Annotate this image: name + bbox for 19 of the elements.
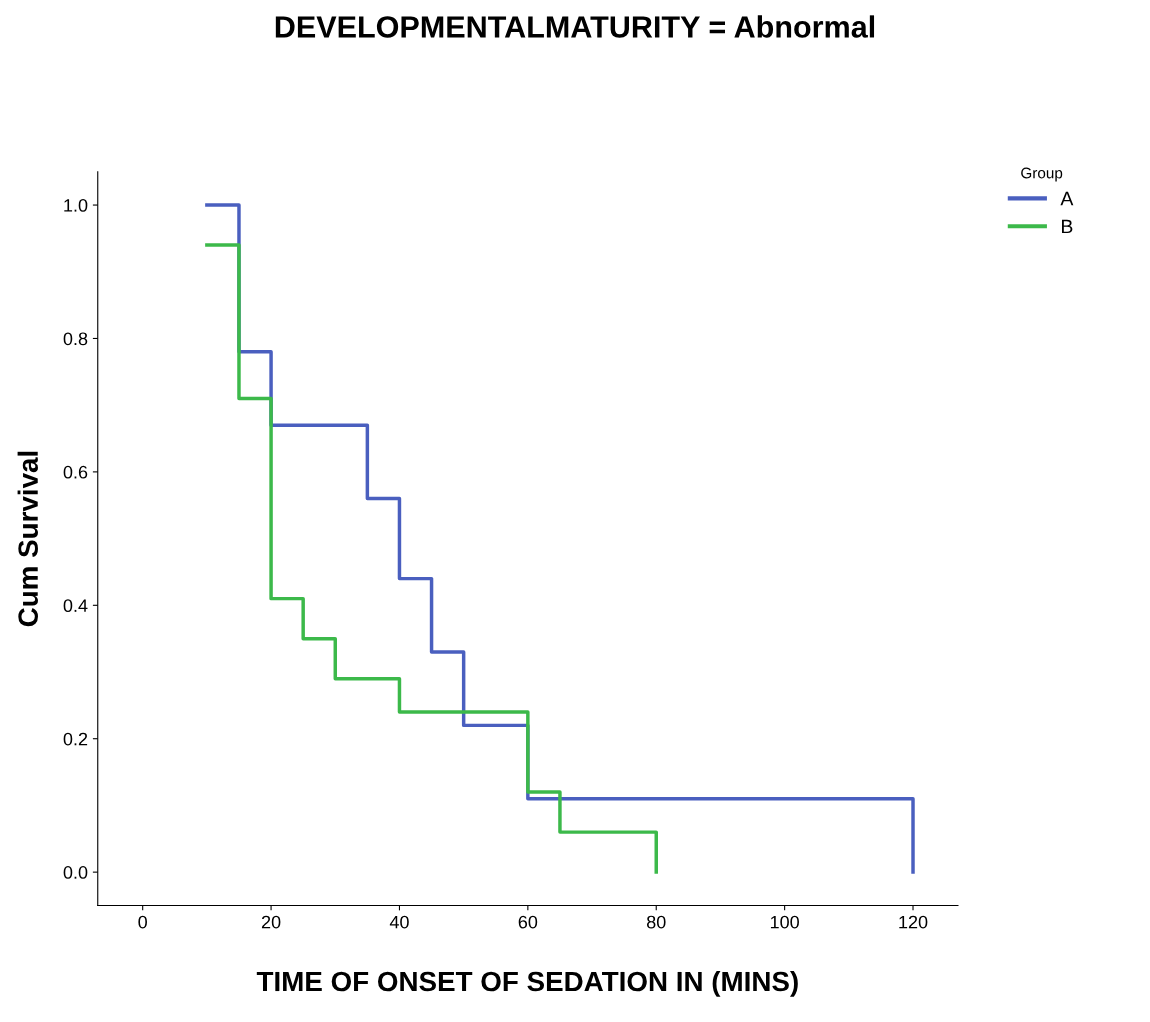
x-tick-label: 20 (261, 915, 281, 929)
y-axis-title: Cum Survival (17, 451, 38, 627)
legend-label: A (1060, 191, 1074, 206)
x-tick-label: 60 (518, 915, 538, 929)
y-tick-label: 0.6 (63, 465, 88, 479)
x-tick-label: 100 (770, 915, 799, 929)
y-tick-label: 1.0 (64, 198, 88, 212)
x-tick-label: 40 (389, 915, 409, 929)
x-tick-label: 80 (646, 915, 666, 929)
legend-title: Group (1021, 167, 1063, 182)
legend-label: B (1062, 219, 1073, 234)
y-tick-label: 0.2 (63, 732, 88, 746)
x-axis-title: TIME OF ONSET OF SEDATION IN (MINS) (256, 970, 798, 997)
y-tick-label: 0.4 (63, 599, 88, 613)
y-tick-label: 0.8 (63, 332, 88, 346)
chart-title: DEVELOPMENTALMATURITY = Abnormal (275, 15, 875, 38)
x-tick-label: 0 (138, 915, 147, 929)
y-tick-label: 0.0 (63, 866, 88, 879)
x-tick-label: 120 (899, 915, 928, 929)
